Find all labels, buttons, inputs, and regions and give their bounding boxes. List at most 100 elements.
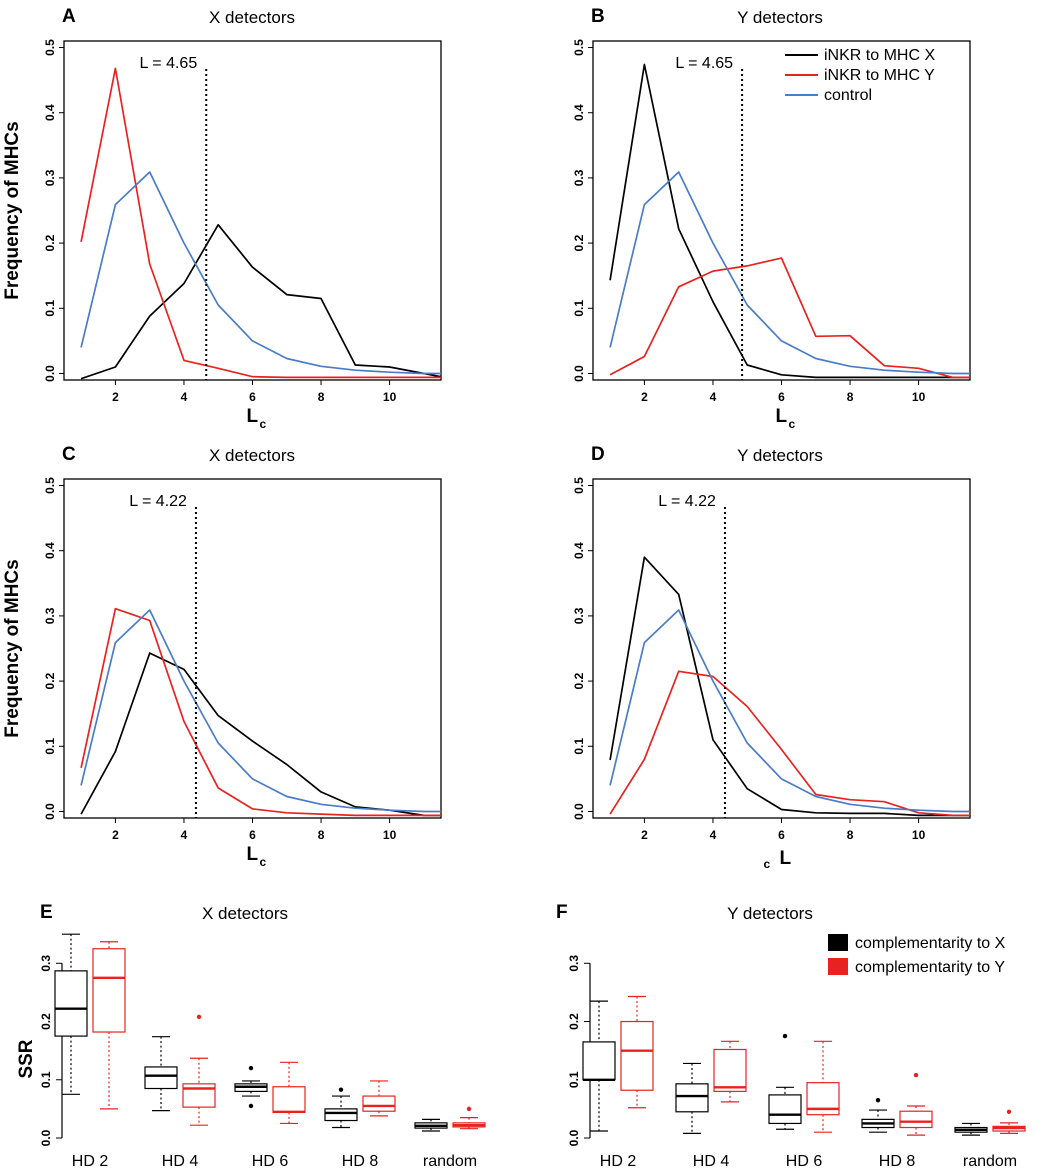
chart-e-box-1-0 <box>144 1036 178 1112</box>
chart-d-series-group <box>609 556 970 817</box>
chart-c-ylabel: Frequency of MHCs <box>2 559 23 737</box>
chart-f-box-rect-2-0 <box>768 1094 802 1125</box>
chart-f-legend-label-0: complementarity to X <box>855 935 1006 952</box>
chart-f-box-rect-1-0 <box>675 1083 709 1113</box>
chart-b-ytick-0: 0.0 <box>572 365 586 382</box>
chart-b-xtick-4: 4 <box>710 390 717 404</box>
chart-e-category-0: HD 2 <box>72 1153 109 1170</box>
chart-c-title: X detectors <box>209 446 295 465</box>
chart-b-panel-label: B <box>591 6 605 27</box>
chart-f-legend-swatch-1 <box>828 958 848 975</box>
chart-c-series-group <box>80 607 441 817</box>
chart-f-box-2-1 <box>806 1040 840 1133</box>
chart-d-ytick-5: 0.5 <box>572 477 586 494</box>
chart-a-series-inkr-to-mhc-y <box>80 67 441 379</box>
chart-d-series-inkr-to-mhc-x <box>609 556 970 817</box>
chart-b-threshold-label: L = 4.65 <box>675 55 733 72</box>
chart-f-box-rect-1-1 <box>713 1048 747 1093</box>
chart-f-legend-swatch-0 <box>828 934 848 951</box>
chart-e-category-3: HD 8 <box>342 1153 379 1170</box>
chart-d-title: Y detectors <box>737 446 823 465</box>
chart-b-ytick-5: 0.5 <box>572 39 586 56</box>
chart-f-box-4-1 <box>992 1109 1026 1134</box>
chart-f-outlier-4-1-0 <box>1006 1109 1012 1114</box>
chart-a-threshold-label: L = 4.65 <box>140 55 198 72</box>
chart-a-frame <box>63 40 442 381</box>
chart-e-box-rect-2-1 <box>272 1086 306 1113</box>
chart-e-outlier-2-0-0 <box>248 1065 254 1071</box>
chart-b-ytick-4: 0.4 <box>572 104 586 121</box>
chart-a-xtick-8: 8 <box>318 390 325 404</box>
chart-b-xtick-8: 8 <box>847 390 854 404</box>
chart-a-xtick-2: 2 <box>112 390 119 404</box>
chart-c-series-control <box>80 609 441 813</box>
chart-d-series-control <box>609 609 970 813</box>
chart-c-threshold-label: L = 4.22 <box>129 493 187 510</box>
chart-d-xtick-6: 6 <box>778 828 785 842</box>
chart-e-box-2-1 <box>272 1061 306 1125</box>
chart-d-xlabel-sub: c <box>764 857 771 871</box>
chart-f-ytick-1: 0.1 <box>567 1071 581 1088</box>
chart-f-box-rect-0-0 <box>582 1041 616 1081</box>
chart-a-ytick-5: 0.5 <box>43 39 57 56</box>
chart-d-panel-label: D <box>591 444 605 465</box>
chart-d-ytick-0: 0.0 <box>572 803 586 820</box>
chart-e-box-rect-3-1 <box>362 1095 396 1112</box>
chart-f-category-4: random <box>963 1153 1017 1170</box>
chart-f-category-0: HD 2 <box>600 1153 637 1170</box>
chart-d-xtick-4: 4 <box>710 828 717 842</box>
chart-f-box-4-0 <box>954 1122 988 1136</box>
chart-a-ytick-3: 0.3 <box>43 169 57 186</box>
chart-c-xlabel-sub: c <box>260 855 267 869</box>
chart-b-ytick-2: 0.2 <box>572 234 586 251</box>
chart-f-ytick-2: 0.2 <box>567 1013 581 1030</box>
chart-e-panel-label: E <box>40 902 53 923</box>
chart-c-xtick-10: 10 <box>383 828 397 842</box>
chart-b-ytick-3: 0.3 <box>572 169 586 186</box>
chart-d-xtick-2: 2 <box>641 828 648 842</box>
chart-b-xtick-2: 2 <box>641 390 648 404</box>
chart-e-box-3-0 <box>324 1087 358 1129</box>
chart-f-legend-label-1: complementarity to Y <box>855 959 1005 976</box>
chart-c-ytick-3: 0.3 <box>43 607 57 624</box>
chart-b-xlabel-sub: c <box>789 417 796 431</box>
chart-e-box-4-0 <box>414 1118 448 1132</box>
chart-d-ytick-4: 0.4 <box>572 542 586 559</box>
chart-b-series-inkr-to-mhc-x <box>609 63 970 379</box>
chart-b-xtick-6: 6 <box>778 390 785 404</box>
chart-d-ytick-3: 0.3 <box>572 607 586 624</box>
chart-c-xtick-2: 2 <box>112 828 119 842</box>
chart-c-series-inkr-to-mhc-x <box>80 652 441 817</box>
chart-b-series-control <box>609 171 970 375</box>
chart-f-ytick-3: 0.3 <box>567 955 581 972</box>
chart-e-outlier-4-1-0 <box>466 1106 472 1112</box>
chart-e-box-4-1 <box>452 1106 486 1130</box>
chart-c-xtick-6: 6 <box>249 828 256 842</box>
chart-d-series-inkr-to-mhc-y <box>609 670 970 817</box>
chart-d-ytick-2: 0.2 <box>572 672 586 689</box>
chart-f-panel-label: F <box>556 902 568 923</box>
chart-a-ytick-1: 0.1 <box>43 300 57 317</box>
chart-b-legend-label-0: iNKR to MHC X <box>824 47 935 64</box>
chart-b-legend-label-1: iNKR to MHC Y <box>824 67 935 84</box>
chart-b-xlabel: L <box>776 406 788 427</box>
chart-a-ytick-2: 0.2 <box>43 234 57 251</box>
chart-a-series-inkr-to-mhc-x <box>80 223 441 380</box>
chart-a-ylabel: Frequency of MHCs <box>2 121 23 299</box>
chart-f-box-2-0 <box>768 1033 802 1130</box>
chart-d-threshold-label: L = 4.22 <box>658 493 716 510</box>
chart-d-xtick-10: 10 <box>912 828 926 842</box>
chart-c: C X detectors 2 4 6 8 10 0.0 0.1 0.2 0.3 0.4 0.5 L c Fr… <box>2 444 442 869</box>
chart-c-xtick-4: 4 <box>181 828 188 842</box>
chart-f-outlier-2-0-0 <box>782 1033 788 1039</box>
chart-f-category-3: HD 8 <box>879 1153 916 1170</box>
chart-d-xlabel: L <box>780 848 792 869</box>
chart-b-legend-label-2: control <box>824 87 872 104</box>
chart-f-box-1-1 <box>713 1040 747 1103</box>
chart-e-box-2-0 <box>234 1065 268 1109</box>
chart-d-xtick-8: 8 <box>847 828 854 842</box>
chart-f-box-3-1 <box>899 1072 933 1136</box>
chart-b-ytick-1: 0.1 <box>572 300 586 317</box>
chart-c-panel-label: C <box>62 444 76 465</box>
